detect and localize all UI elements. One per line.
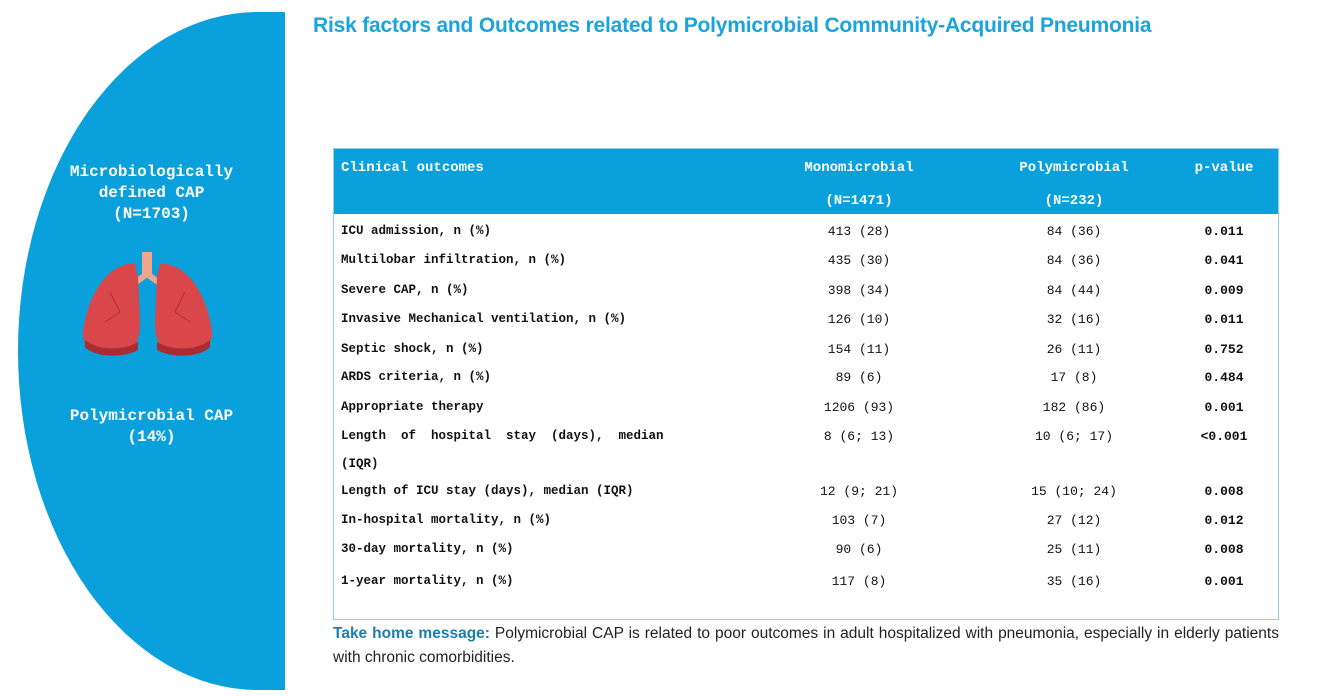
outcomes-table: Clinical outcomes Monomicrobial Polymicr… — [333, 148, 1279, 620]
monomicrobial-value: 398 (34) — [827, 283, 891, 298]
p-value: 0.012 — [1204, 513, 1244, 528]
sidebar-poly-text: Polymicrobial CAP (14%) — [18, 406, 285, 448]
p-value: 0.001 — [1204, 400, 1244, 415]
p-value: 0.484 — [1204, 370, 1244, 385]
table-row: 30-day mortality, n (%) 90 (6) 25 (11) 0.00… — [334, 542, 1278, 562]
polymicrobial-value: 84 (36) — [1046, 224, 1102, 239]
sidebar-line: defined CAP — [98, 184, 205, 202]
p-value: 0.011 — [1204, 312, 1244, 327]
p-value: 0.008 — [1204, 484, 1244, 499]
table-row: 1-year mortality, n (%) 117 (8) 35 (16) 0.0… — [334, 574, 1278, 594]
monomicrobial-value: 126 (10) — [827, 312, 891, 327]
outcome-label: Septic shock, n (%) — [341, 342, 484, 356]
table-row: Invasive Mechanical ventilation, n (%) 12… — [334, 312, 1278, 332]
message-label: Take home message: — [333, 625, 490, 642]
sidebar-line: (14%) — [127, 428, 176, 446]
polymicrobial-value: 10 (6; 17) — [1034, 429, 1113, 444]
monomicrobial-value: 90 (6) — [835, 542, 883, 557]
outcome-label: (IQR) — [341, 457, 379, 471]
polymicrobial-value: 182 (86) — [1042, 400, 1106, 415]
header-p-value: p-value — [1194, 160, 1254, 176]
header-clinical-outcomes: Clinical outcomes — [341, 160, 484, 176]
polymicrobial-value: 17 (8) — [1050, 370, 1098, 385]
outcome-label: Severe CAP, n (%) — [341, 283, 469, 297]
page-title: Risk factors and Outcomes related to Pol… — [313, 14, 1152, 37]
polymicrobial-value: 84 (44) — [1046, 283, 1102, 298]
table-row: Septic shock, n (%) 154 (11) 26 (11) 0.752 — [334, 342, 1278, 362]
monomicrobial-value: 8 (6; 13) — [823, 429, 895, 444]
monomicrobial-value: 1206 (93) — [823, 400, 895, 415]
outcome-label: 30-day mortality, n (%) — [341, 542, 514, 556]
polymicrobial-value: 84 (36) — [1046, 253, 1102, 268]
monomicrobial-value: 12 (9; 21) — [819, 484, 898, 499]
p-value: <0.001 — [1200, 429, 1248, 444]
outcome-label: Length of ICU stay (days), median (IQR) — [341, 484, 634, 498]
polymicrobial-value: 32 (16) — [1046, 312, 1102, 327]
monomicrobial-value: 154 (11) — [827, 342, 891, 357]
outcome-label: Invasive Mechanical ventilation, n (%) — [341, 312, 627, 326]
table-row: ICU admission, n (%) 413 (28) 84 (36) 0.011 — [334, 224, 1278, 244]
table-row: Severe CAP, n (%) 398 (34) 84 (44) 0.009 — [334, 283, 1278, 303]
polymicrobial-value: 25 (11) — [1046, 542, 1102, 557]
monomicrobial-value: 89 (6) — [835, 370, 883, 385]
header-poly-n: (N=232) — [1044, 193, 1104, 209]
polymicrobial-value: 26 (11) — [1046, 342, 1102, 357]
header-monomicrobial: Monomicrobial — [804, 160, 914, 176]
p-value: 0.009 — [1204, 283, 1244, 298]
table-row: Appropriate therapy 1206 (93) 182 (86) 0.00… — [334, 400, 1278, 420]
outcome-label: ARDS criteria, n (%) — [341, 370, 492, 384]
table-row: Length of ICU stay (days), median (IQR) 1… — [334, 484, 1278, 504]
outcome-label: In-hospital mortality, n (%) — [341, 513, 552, 527]
outcome-label: 1-year mortality, n (%) — [341, 574, 514, 588]
outcome-label: Length of hospital stay (days), median — [341, 429, 664, 443]
p-value: 0.011 — [1204, 224, 1244, 239]
header-mono-n: (N=1471) — [825, 193, 893, 209]
sidebar-cohort-text: Microbiologically defined CAP (N=1703) — [18, 162, 285, 225]
p-value: 0.008 — [1204, 542, 1244, 557]
table-row: ARDS criteria, n (%) 89 (6) 17 (8) 0.484 — [334, 370, 1278, 390]
table-row: In-hospital mortality, n (%) 103 (7) 27 (1… — [334, 513, 1278, 533]
sidebar-line: Polymicrobial CAP — [69, 407, 234, 425]
monomicrobial-value: 103 (7) — [831, 513, 887, 528]
outcome-label: ICU admission, n (%) — [341, 224, 492, 238]
polymicrobial-value: 15 (10; 24) — [1031, 484, 1117, 499]
outcome-label: Multilobar infiltration, n (%) — [341, 253, 567, 267]
sidebar-line: Microbiologically — [69, 163, 234, 181]
p-value: 0.041 — [1204, 253, 1244, 268]
polymicrobial-value: 35 (16) — [1046, 574, 1102, 589]
p-value: 0.001 — [1204, 574, 1244, 589]
monomicrobial-value: 117 (8) — [831, 574, 887, 589]
take-home-message: Take home message: Polymicrobial CAP is … — [333, 622, 1279, 670]
table-row: (IQR) — [334, 457, 1278, 477]
sidebar-line: (N=1703) — [113, 205, 190, 223]
monomicrobial-value: 435 (30) — [827, 253, 891, 268]
table-row: Multilobar infiltration, n (%) 435 (30) 84… — [334, 253, 1278, 273]
message-text: Polymicrobial CAP is related to poor out… — [333, 625, 1279, 666]
table-header: Clinical outcomes Monomicrobial Polymicr… — [334, 149, 1278, 214]
monomicrobial-value: 413 (28) — [827, 224, 891, 239]
header-polymicrobial: Polymicrobial — [1019, 160, 1129, 176]
table-row: Length of hospital stay (days), median 8 … — [334, 429, 1278, 449]
polymicrobial-value: 27 (12) — [1046, 513, 1102, 528]
outcome-label: Appropriate therapy — [341, 400, 484, 414]
lungs-icon — [82, 252, 213, 356]
p-value: 0.752 — [1204, 342, 1244, 357]
